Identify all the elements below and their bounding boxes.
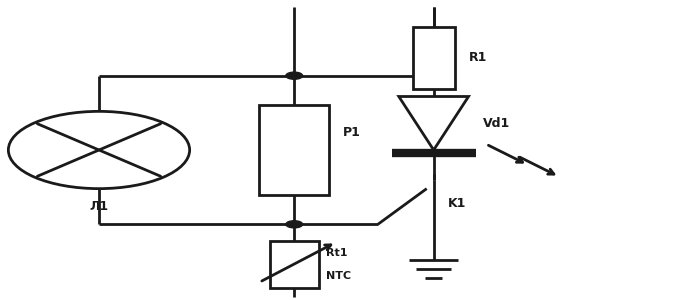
Text: P1: P1 [343,126,361,139]
Polygon shape [399,97,468,150]
Text: Vd1: Vd1 [482,117,510,130]
Text: K1: K1 [447,197,466,210]
Circle shape [8,111,190,189]
Text: R1: R1 [468,51,487,64]
Bar [260,105,329,195]
Text: Rt1: Rt1 [326,248,347,257]
Text: Л1: Л1 [90,200,108,213]
Bar [413,27,454,89]
Text: NTC: NTC [326,271,351,281]
Circle shape [286,72,302,79]
Bar [270,241,318,288]
Circle shape [286,221,302,228]
